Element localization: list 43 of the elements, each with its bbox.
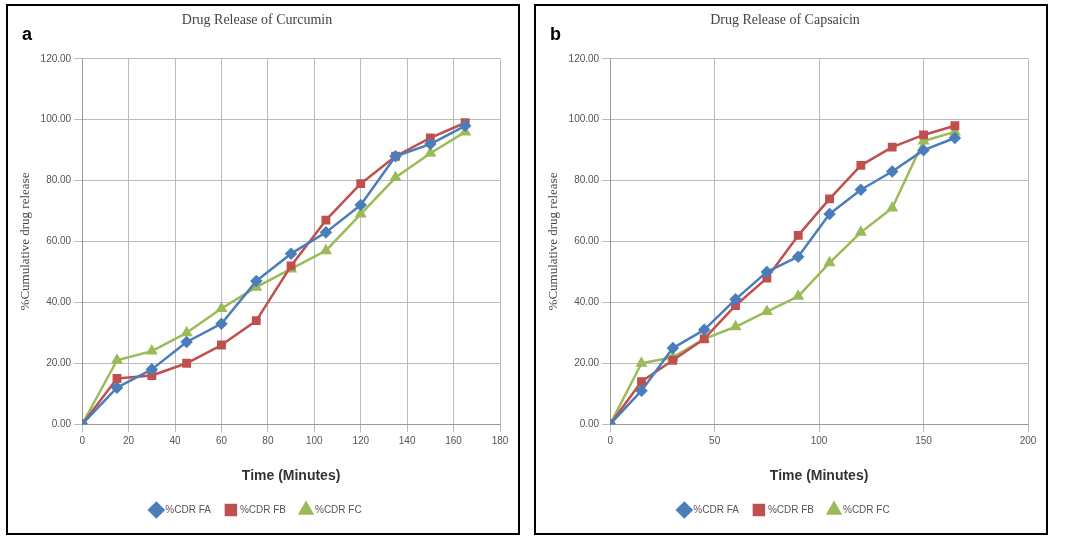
legend-label: %CDR FA <box>165 503 212 515</box>
y-axis-title: %Cumulative drug release <box>17 172 33 311</box>
x-tick-label: 160 <box>445 434 463 446</box>
y-tick-label: 40.00 <box>46 296 72 308</box>
legend-label: %CDR FC <box>315 503 362 515</box>
x-tick-label: 100 <box>305 434 324 446</box>
y-tick-label: 120.00 <box>40 52 72 64</box>
y-tick-label: 80.00 <box>574 174 600 186</box>
y-tick-label: 80.00 <box>46 174 72 186</box>
legend-label: %CDR FB <box>239 503 287 515</box>
x-axis-title: Time (Minutes) <box>241 467 341 484</box>
y-tick-label: 100.00 <box>40 113 72 125</box>
x-tick-label: 0 <box>79 434 86 446</box>
y-tick-label: 60.00 <box>574 235 600 247</box>
legend-label: %CDR FC <box>843 503 890 515</box>
x-tick-label: 100 <box>810 434 828 446</box>
y-axis-title: %Cumulative drug release <box>545 172 561 311</box>
y-tick-label: 20.00 <box>46 357 72 369</box>
x-tick-label: 80 <box>262 434 274 446</box>
y-tick-label: 40.00 <box>574 296 600 308</box>
x-tick-label: 200 <box>1019 434 1037 446</box>
chart-title: Drug Release of Capsaicin <box>710 12 860 28</box>
x-tick-label: 40 <box>169 434 182 446</box>
x-tick-label: 150 <box>915 434 933 446</box>
x-tick-label: 20 <box>123 434 135 446</box>
x-tick-label: 140 <box>398 434 416 446</box>
text: b <box>550 24 561 45</box>
x-tick-label: 120 <box>352 434 370 446</box>
chart-title: Drug Release of Curcumin <box>181 12 333 28</box>
x-tick-label: 60 <box>215 434 228 446</box>
y-tick-label: 0.00 <box>579 417 600 429</box>
legend-label: %CDR FA <box>693 503 740 515</box>
y-tick-label: 120.00 <box>568 52 600 64</box>
y-tick-label: 0.00 <box>51 417 72 429</box>
x-tick-label: 0 <box>607 434 614 446</box>
x-tick-label: 50 <box>709 434 721 446</box>
x-axis-title: Time (Minutes) <box>769 467 869 484</box>
legend-label: %CDR FB <box>767 503 815 515</box>
y-tick-label: 60.00 <box>46 235 72 247</box>
y-tick-label: 100.00 <box>568 113 600 125</box>
text: a <box>22 24 33 45</box>
y-tick-label: 20.00 <box>574 357 600 369</box>
x-tick-label: 180 <box>491 434 509 446</box>
